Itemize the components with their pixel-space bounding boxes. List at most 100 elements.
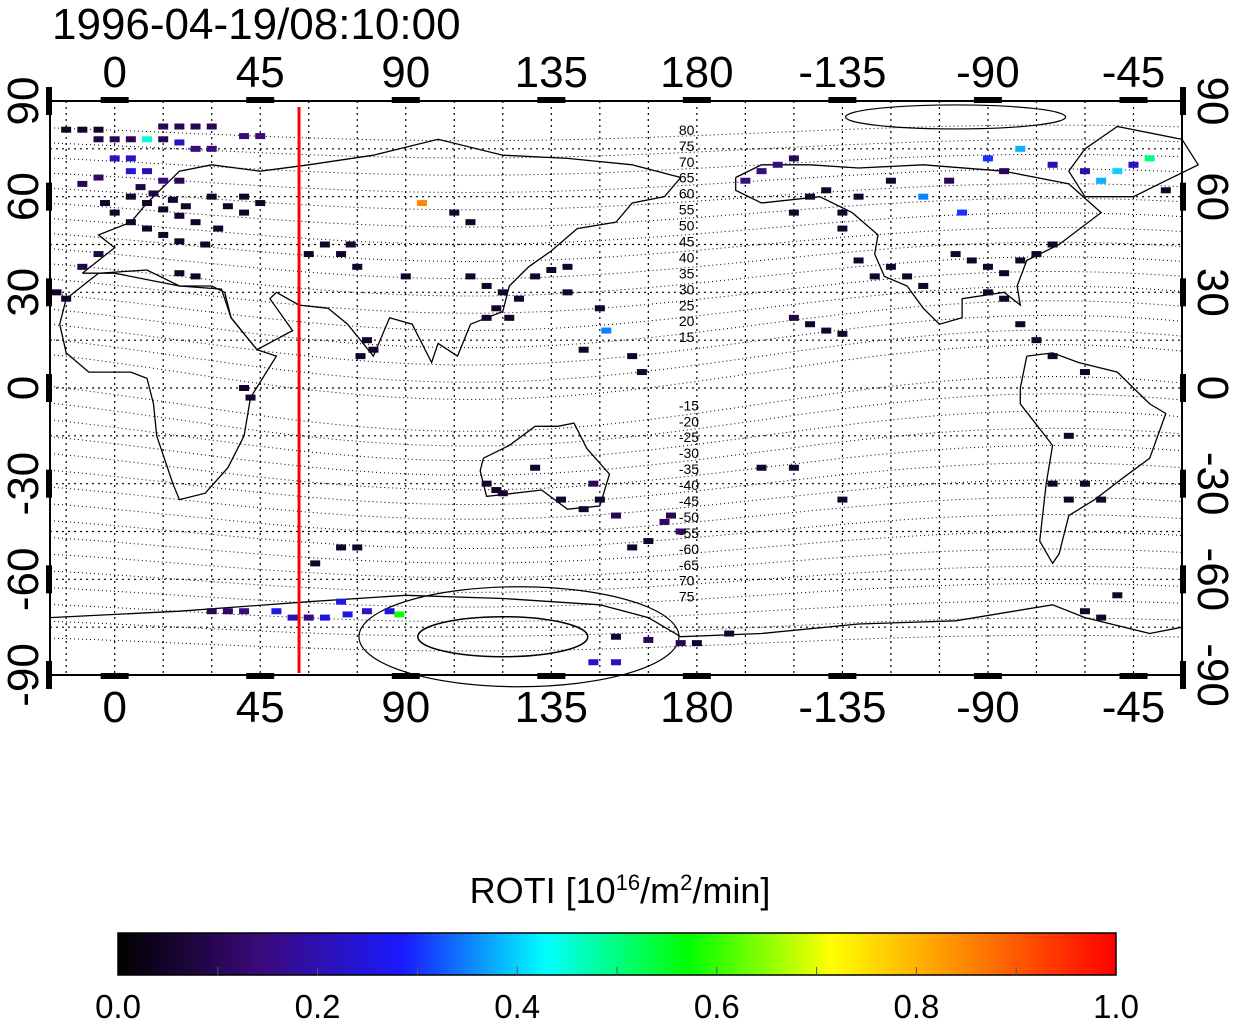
roti-point	[578, 506, 589, 513]
roti-point	[982, 155, 993, 162]
x-tick-mark-top	[391, 97, 420, 103]
roti-point	[530, 464, 541, 471]
roti-point	[853, 257, 864, 264]
x-tick-top: -45	[1102, 48, 1166, 97]
mlat-label-north: 35	[679, 265, 695, 281]
roti-point	[361, 608, 372, 615]
y-tick-mark-left	[46, 182, 52, 211]
mlat-label-north: 55	[679, 202, 695, 218]
y-tick-mark-right	[1180, 469, 1186, 498]
roti-point	[1047, 480, 1058, 487]
mlat-label-north: 30	[679, 281, 695, 297]
mlat-label-north: 25	[679, 297, 695, 313]
roti-point	[93, 136, 104, 143]
roti-point	[206, 193, 217, 200]
mlat-contour-north	[844, 104, 1067, 130]
mlat-contour-south-inner	[417, 615, 589, 658]
roti-point	[966, 257, 977, 264]
mlat-contour	[49, 427, 1183, 476]
roti-point	[788, 314, 799, 321]
roti-point	[481, 480, 492, 487]
colorbar-label-exp1: 16	[615, 870, 641, 895]
colorbar-tick-label: 0.8	[893, 988, 939, 1024]
y-tick-mark-left	[46, 374, 52, 402]
x-tick-mark-bottom	[100, 673, 129, 679]
roti-point	[611, 659, 621, 666]
roti-point	[142, 225, 153, 232]
y-tick-mark-left	[46, 469, 52, 498]
roti-point	[93, 174, 104, 181]
roti-point	[384, 608, 395, 615]
mlat-label-south: -55	[679, 525, 699, 541]
roti-point	[135, 184, 146, 191]
roti-point	[513, 295, 524, 302]
x-tick-bottom: -90	[956, 683, 1020, 732]
roti-point	[61, 126, 72, 133]
x-tick-mark-top	[1119, 97, 1148, 103]
mlat-contour	[49, 329, 1183, 383]
roti-point	[336, 598, 347, 605]
roti-point	[465, 219, 476, 226]
roti-point	[772, 161, 783, 168]
roti-point	[394, 611, 405, 618]
roti-point	[319, 241, 330, 248]
y-tick-right: 90	[1188, 77, 1237, 126]
x-tick-top: 45	[236, 48, 285, 97]
roti-point	[636, 369, 647, 376]
colorbar: 0.0 0.2 0.4 0.6 0.8 1.0	[95, 932, 1139, 1024]
mlat-contour	[49, 300, 1183, 349]
roti-point	[174, 123, 185, 130]
coastline-6	[1068, 125, 1200, 198]
y-tick-left: 60	[0, 172, 48, 221]
roti-point	[355, 353, 366, 360]
roti-point	[465, 273, 476, 280]
mlat-contour	[49, 197, 1183, 228]
roti-point	[1015, 145, 1026, 152]
roti-point	[497, 490, 508, 497]
roti-point	[310, 560, 321, 567]
roti-point	[158, 136, 169, 143]
mlat-label-south: -15	[679, 397, 699, 413]
y-tick-right: -60	[1188, 548, 1237, 612]
mlat-contour	[49, 634, 1183, 652]
roti-point	[675, 640, 686, 647]
mlat-contour	[49, 565, 1183, 593]
mlat-label-south: -50	[679, 509, 699, 525]
roti-point	[245, 394, 256, 401]
roti-point	[109, 155, 120, 162]
roti-point	[148, 190, 159, 197]
mlat-label-south: -25	[679, 429, 699, 445]
mlat-label-north: 75	[679, 138, 695, 154]
roti-point	[491, 487, 502, 494]
roti-point	[530, 273, 541, 280]
y-tick-mark-right	[1180, 374, 1186, 402]
roti-point	[206, 145, 217, 152]
roti-point	[837, 209, 848, 216]
roti-point	[180, 203, 191, 210]
timestamp-title: 1996-04-19/08:10:00	[52, 0, 461, 49]
roti-point	[562, 263, 573, 270]
colorbar-label: ROTI [1016/m2/min]	[0, 870, 1240, 912]
roti-point	[588, 480, 599, 487]
roti-point	[724, 630, 735, 637]
colorbar-tick-label: 1.0	[1093, 988, 1139, 1024]
roti-point	[158, 231, 169, 238]
roti-point	[142, 200, 153, 207]
roti-point	[999, 168, 1010, 175]
roti-point	[174, 238, 185, 245]
x-tick-mark-top	[246, 97, 275, 103]
roti-point	[594, 305, 605, 312]
x-tick-top: 90	[381, 48, 430, 97]
roti-point	[222, 203, 233, 210]
mlat-label-north: 60	[679, 186, 695, 202]
roti-point	[957, 209, 968, 216]
roti-point	[788, 155, 799, 162]
roti-point	[167, 196, 178, 203]
roti-point	[497, 289, 508, 296]
roti-point	[368, 346, 379, 353]
y-tick-left: 0	[0, 376, 48, 400]
roti-point	[643, 636, 654, 643]
roti-point	[491, 305, 502, 312]
roti-point	[303, 614, 314, 621]
roti-point	[1063, 432, 1074, 439]
